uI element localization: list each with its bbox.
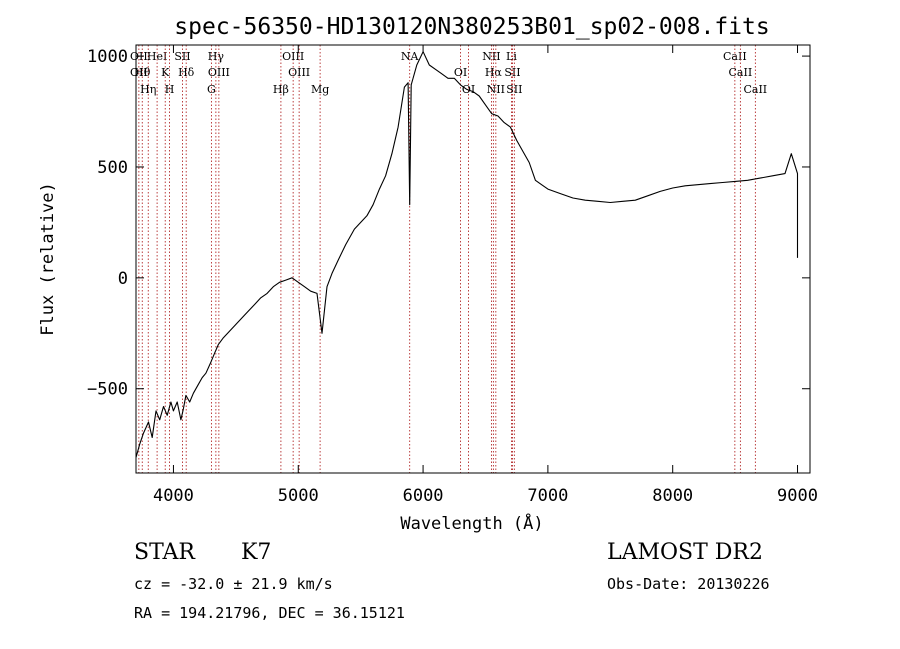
x-tick-label: 7000 bbox=[527, 486, 568, 506]
line-label: Hθ bbox=[134, 66, 151, 79]
line-label: OII bbox=[130, 66, 148, 79]
emission-line-markers: OIIOIIHθHηHeIKHSIIHδGHγOIIIHβOIIIOIIIMgN… bbox=[130, 45, 767, 473]
line-label: H bbox=[165, 83, 175, 96]
y-axis-label: Flux (relative) bbox=[38, 182, 58, 336]
line-label: Li bbox=[506, 50, 517, 63]
line-label: OIII bbox=[282, 50, 304, 63]
line-label: SII bbox=[504, 66, 520, 79]
line-label: Hγ bbox=[208, 50, 225, 63]
x-tick-label: 4000 bbox=[153, 486, 194, 506]
line-label: Hδ bbox=[178, 66, 195, 79]
x-tick-label: 5000 bbox=[278, 486, 319, 506]
y-tick-label: 1000 bbox=[87, 47, 128, 67]
line-label: Mg bbox=[311, 83, 329, 96]
axis-ticks: 4000 5000 6000 7000 8000 9000 −500 0 500 1000 bbox=[87, 45, 818, 506]
line-label: OIII bbox=[288, 66, 310, 79]
line-label: NII bbox=[487, 83, 505, 96]
line-label: NA bbox=[401, 50, 420, 63]
line-label: G bbox=[207, 83, 216, 96]
chart-title: spec-56350-HD130120N380253B01_sp02-008.f… bbox=[174, 14, 769, 40]
x-tick-label: 6000 bbox=[403, 486, 444, 506]
redshift-readout: cz = -32.0 ± 21.9 km/s bbox=[134, 575, 333, 593]
spectrum-line bbox=[135, 51, 799, 458]
survey-name: LAMOST DR2 bbox=[607, 540, 763, 565]
line-label: NII bbox=[482, 50, 500, 63]
spectrum-chart: spec-56350-HD130120N380253B01_sp02-008.f… bbox=[38, 14, 818, 534]
line-label: CaII bbox=[723, 50, 747, 63]
observation-date: Obs-Date: 20130226 bbox=[607, 575, 770, 593]
object-subclass: K7 bbox=[241, 540, 272, 565]
x-tick-label: 9000 bbox=[777, 486, 818, 506]
x-axis-label: Wavelength (Å) bbox=[400, 512, 543, 534]
object-class: STAR bbox=[134, 540, 195, 565]
line-label: Hβ bbox=[273, 83, 289, 96]
line-label: OIII bbox=[208, 66, 230, 79]
line-label: CaII bbox=[729, 66, 753, 79]
line-label: Hη bbox=[140, 83, 156, 96]
plot-frame bbox=[135, 44, 811, 474]
line-label: OI bbox=[454, 66, 467, 79]
line-label: CaII bbox=[743, 83, 767, 96]
y-tick-label: −500 bbox=[87, 380, 128, 400]
line-label: SII bbox=[174, 50, 190, 63]
line-label: HeI bbox=[147, 50, 167, 63]
y-tick-label: 500 bbox=[97, 158, 128, 178]
spectrum-series bbox=[135, 51, 799, 458]
x-tick-label: 8000 bbox=[652, 486, 693, 506]
line-label: Hα bbox=[485, 66, 503, 79]
line-label: K bbox=[161, 66, 170, 79]
line-label: SII bbox=[506, 83, 522, 96]
y-tick-label: 0 bbox=[118, 269, 128, 289]
coordinates-readout: RA = 194.21796, DEC = 36.15121 bbox=[134, 604, 405, 622]
